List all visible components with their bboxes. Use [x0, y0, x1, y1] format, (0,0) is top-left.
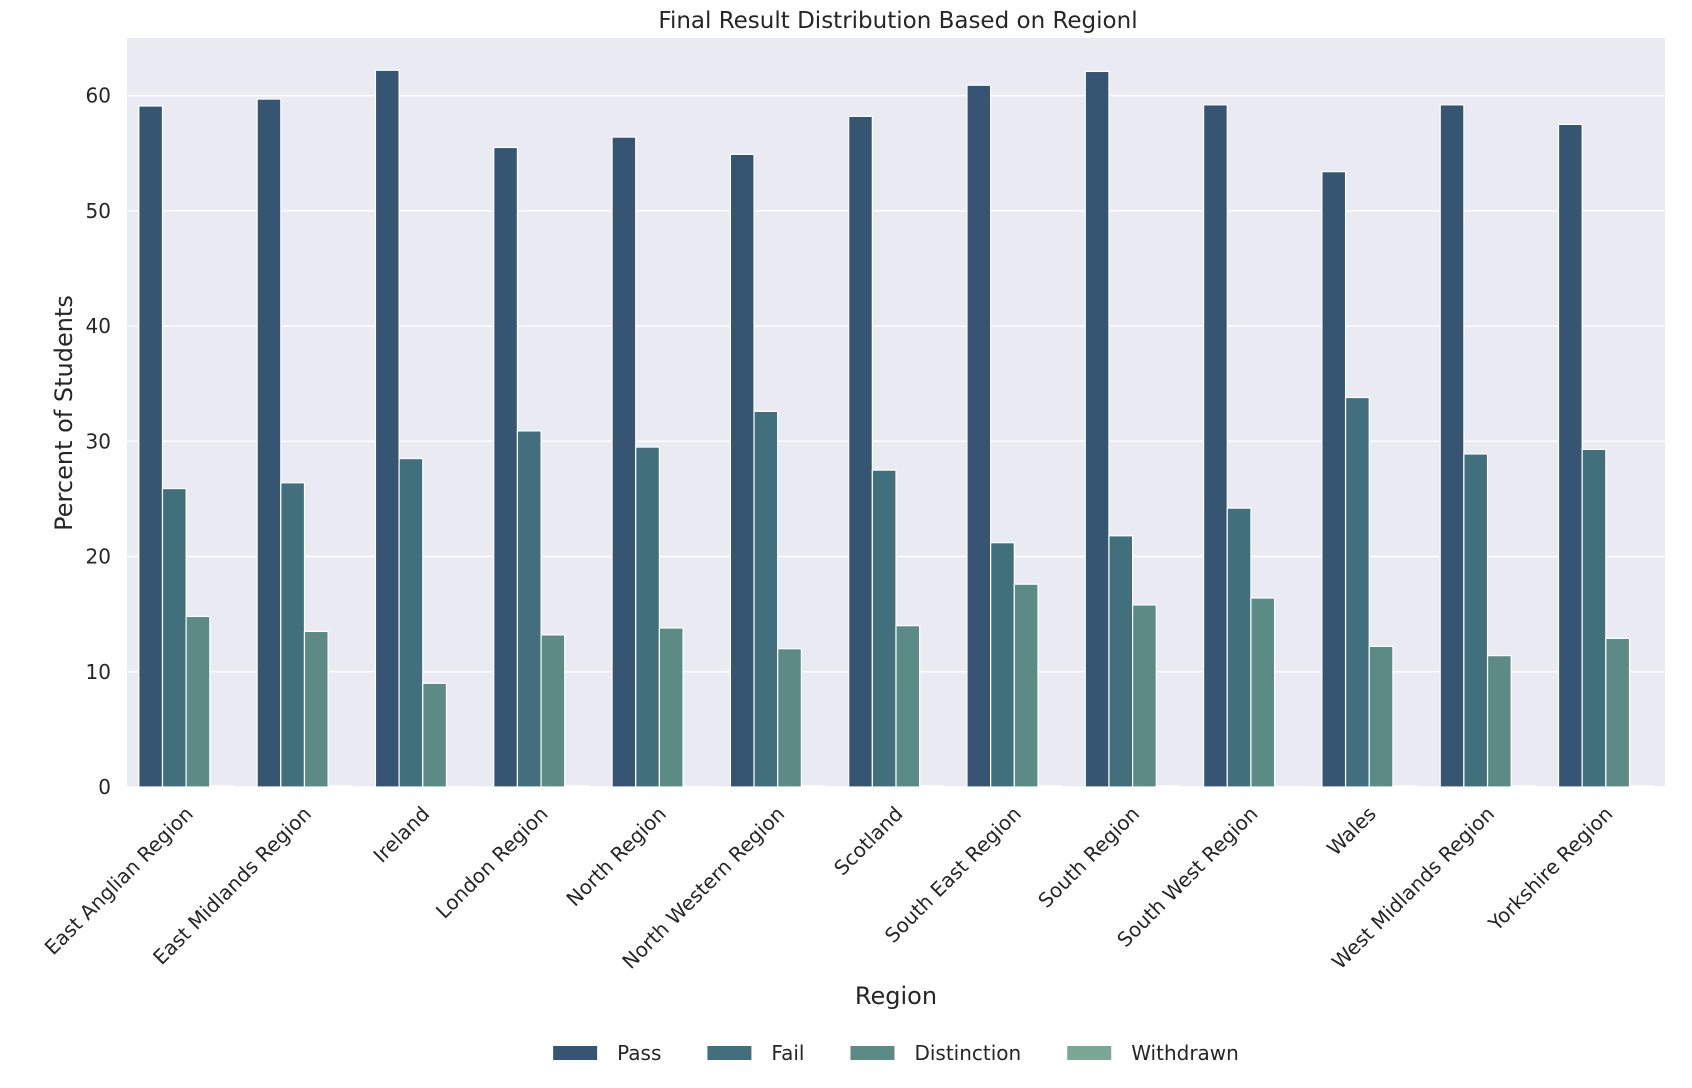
bar-withdrawn-3 [564, 785, 590, 788]
bar-pass-8 [1084, 70, 1110, 788]
y-tick-label: 0 [98, 775, 111, 799]
x-tick-label: South Region [1033, 802, 1144, 913]
bar-pass-3 [493, 146, 519, 788]
bar-distinction-0 [185, 615, 211, 788]
chart-title: Final Result Distribution Based on Regio… [658, 8, 1137, 34]
legend-swatch [553, 1046, 598, 1060]
x-tick-label: North Region [561, 802, 670, 911]
bar-fail-12 [1581, 448, 1607, 788]
bar-withdrawn-4 [682, 785, 708, 788]
y-tick-label: 40 [86, 314, 111, 338]
x-tick-label: London Region [431, 802, 553, 924]
bar-withdrawn-6 [919, 785, 944, 788]
bar-pass-5 [729, 153, 755, 788]
bar-pass-1 [256, 98, 282, 788]
x-tick-label: Ireland [368, 802, 434, 868]
bar-withdrawn-1 [327, 785, 353, 788]
y-tick-label: 60 [86, 84, 111, 108]
bar-withdrawn-7 [1037, 785, 1063, 788]
bar-pass-2 [374, 69, 400, 788]
bar-withdrawn-9 [1273, 785, 1299, 788]
x-axis-label: Region [855, 982, 937, 1010]
y-tick-label: 10 [86, 660, 111, 684]
bar-fail-0 [161, 487, 187, 788]
legend-label: Fail [771, 1041, 804, 1065]
bar-distinction-9 [1250, 597, 1276, 788]
legend-label: Distinction [914, 1041, 1021, 1065]
bar-distinction-1 [303, 630, 329, 788]
bar-fail-7 [990, 542, 1015, 788]
legend-item-withdrawn: Withdrawn [1067, 1041, 1239, 1065]
legend-swatch [707, 1046, 752, 1060]
bar-distinction-8 [1132, 604, 1157, 788]
legend-item-distinction: Distinction [850, 1041, 1021, 1065]
bar-fail-3 [516, 430, 542, 788]
y-tick-label: 50 [86, 199, 111, 223]
bar-distinction-4 [658, 627, 684, 788]
bar-distinction-2 [422, 682, 448, 788]
bar-fail-6 [871, 469, 897, 788]
legend-label: Pass [617, 1041, 661, 1065]
bar-pass-6 [848, 115, 873, 788]
y-tick-label: 30 [86, 429, 111, 453]
bar-distinction-10 [1368, 645, 1394, 788]
y-tick-label: 20 [86, 545, 111, 569]
x-tick-label: Scotland [829, 802, 907, 880]
bar-withdrawn-5 [800, 785, 826, 788]
bar-fail-4 [635, 446, 660, 788]
x-tick-label: Yorkshire Region [1483, 802, 1617, 936]
bar-distinction-11 [1486, 655, 1512, 788]
bar-distinction-6 [895, 625, 921, 788]
bar-withdrawn-11 [1510, 785, 1536, 788]
bar-withdrawn-10 [1392, 785, 1418, 788]
bar-withdrawn-8 [1155, 785, 1181, 788]
legend-swatch [850, 1046, 895, 1060]
legend: Pass Fail Distinction Withdrawn [553, 1041, 1239, 1065]
bar-distinction-7 [1013, 583, 1039, 788]
bar-fail-8 [1108, 535, 1134, 788]
bar-fail-5 [753, 410, 779, 788]
bar-pass-9 [1202, 104, 1228, 788]
bar-pass-0 [138, 105, 164, 788]
legend-swatch [1067, 1046, 1112, 1060]
legend-item-pass: Pass [553, 1041, 661, 1065]
bar-fail-10 [1344, 396, 1370, 788]
bar-withdrawn-12 [1628, 785, 1654, 788]
bar-pass-7 [966, 84, 992, 788]
bar-fail-11 [1463, 453, 1489, 788]
bar-pass-10 [1321, 171, 1347, 788]
legend-item-fail: Fail [707, 1041, 804, 1065]
bar-pass-11 [1439, 104, 1465, 788]
bar-pass-12 [1557, 123, 1583, 788]
bar-fail-9 [1226, 507, 1252, 788]
bar-withdrawn-0 [209, 785, 235, 788]
bar-withdrawn-2 [445, 785, 471, 788]
bar-distinction-12 [1605, 637, 1631, 788]
y-axis-label: Percent of Students [50, 295, 78, 531]
bar-pass-4 [611, 136, 637, 788]
legend-label: Withdrawn [1131, 1041, 1239, 1065]
bar-distinction-3 [540, 634, 566, 788]
x-tick-label: Wales [1322, 802, 1381, 861]
bar-fail-1 [280, 482, 306, 788]
bar-distinction-5 [777, 648, 802, 788]
bar-fail-2 [398, 457, 424, 788]
